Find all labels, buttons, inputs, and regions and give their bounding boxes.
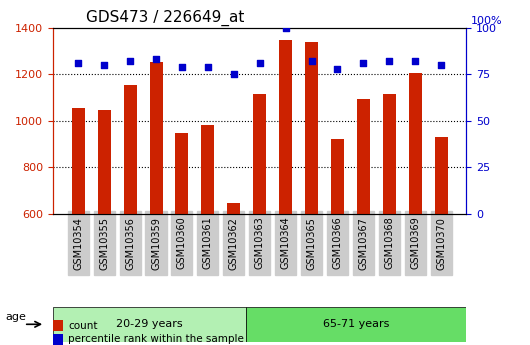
Bar bbox=[149, 62, 163, 214]
Point bbox=[126, 58, 134, 64]
Bar bbox=[435, 137, 448, 214]
Bar bbox=[53, 320, 63, 331]
Text: count: count bbox=[68, 321, 98, 331]
Bar bbox=[201, 125, 214, 214]
Bar bbox=[98, 110, 111, 214]
Bar bbox=[331, 139, 344, 214]
Point bbox=[74, 60, 83, 66]
Text: percentile rank within the sample: percentile rank within the sample bbox=[68, 335, 244, 344]
Bar bbox=[53, 307, 246, 342]
Point bbox=[307, 58, 316, 64]
Bar bbox=[305, 41, 318, 214]
Point bbox=[255, 60, 264, 66]
Bar bbox=[357, 99, 370, 214]
Bar bbox=[279, 40, 292, 214]
Text: 100%: 100% bbox=[471, 16, 502, 26]
Bar bbox=[253, 95, 266, 214]
Bar bbox=[227, 203, 240, 214]
Point bbox=[359, 60, 368, 66]
Bar bbox=[409, 73, 422, 214]
Bar bbox=[123, 85, 137, 214]
Bar bbox=[383, 95, 396, 214]
Point bbox=[437, 62, 445, 68]
Bar bbox=[53, 334, 63, 345]
Point bbox=[333, 66, 342, 71]
Point bbox=[385, 58, 394, 64]
Point bbox=[229, 71, 238, 77]
Bar bbox=[72, 108, 85, 214]
Point bbox=[152, 57, 160, 62]
Point bbox=[204, 64, 212, 69]
Text: age: age bbox=[5, 313, 26, 322]
Bar bbox=[246, 307, 466, 342]
Point bbox=[178, 64, 186, 69]
Point bbox=[281, 25, 290, 30]
Text: GDS473 / 226649_at: GDS473 / 226649_at bbox=[86, 10, 244, 26]
Point bbox=[411, 58, 419, 64]
Point bbox=[100, 62, 109, 68]
Text: 20-29 years: 20-29 years bbox=[116, 319, 183, 329]
Bar bbox=[175, 133, 189, 214]
Text: 65-71 years: 65-71 years bbox=[323, 319, 390, 329]
